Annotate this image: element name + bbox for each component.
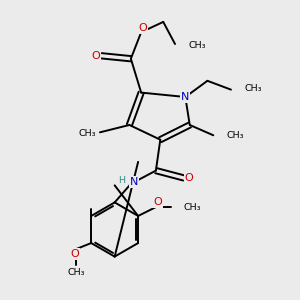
Text: H: H <box>118 176 125 185</box>
Text: CH₃: CH₃ <box>184 202 201 211</box>
Text: CH₃: CH₃ <box>188 41 206 50</box>
Text: CH₃: CH₃ <box>244 84 262 93</box>
Text: O: O <box>70 249 80 259</box>
Text: CH₃: CH₃ <box>226 131 244 140</box>
Text: N: N <box>181 92 190 102</box>
Text: O: O <box>92 51 100 61</box>
Text: O: O <box>153 197 162 207</box>
Text: CH₃: CH₃ <box>78 129 95 138</box>
Text: N: N <box>130 177 138 188</box>
Text: O: O <box>138 23 147 33</box>
Text: O: O <box>185 173 194 183</box>
Text: CH₃: CH₃ <box>68 268 85 277</box>
